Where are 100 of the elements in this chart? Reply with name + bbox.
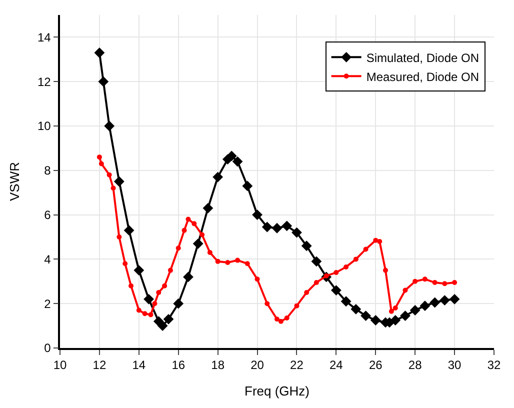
point bbox=[104, 120, 115, 132]
point bbox=[360, 310, 371, 322]
point bbox=[284, 316, 290, 321]
point bbox=[388, 308, 394, 314]
point bbox=[314, 280, 319, 286]
point bbox=[282, 220, 292, 232]
y-tick-label: 0 bbox=[44, 341, 52, 356]
point bbox=[96, 154, 102, 160]
point bbox=[370, 315, 381, 326]
point bbox=[98, 76, 109, 87]
point bbox=[294, 303, 300, 308]
point bbox=[202, 202, 214, 214]
point bbox=[192, 221, 197, 226]
point bbox=[186, 216, 191, 222]
point bbox=[122, 261, 128, 266]
point bbox=[430, 297, 440, 308]
point bbox=[244, 261, 250, 266]
point bbox=[377, 238, 382, 244]
point bbox=[278, 318, 284, 324]
point bbox=[98, 161, 104, 166]
point bbox=[353, 256, 358, 262]
point bbox=[124, 225, 134, 236]
point bbox=[274, 316, 280, 322]
point bbox=[94, 48, 105, 58]
point bbox=[363, 246, 368, 252]
legend-label: Simulated, Diode ON bbox=[366, 50, 480, 65]
point bbox=[400, 310, 410, 322]
point bbox=[148, 312, 154, 318]
point bbox=[168, 268, 173, 273]
x-tick-label: 14 bbox=[132, 358, 146, 372]
point bbox=[439, 295, 450, 306]
y-tick-label: 10 bbox=[37, 119, 52, 134]
point bbox=[144, 294, 154, 304]
point bbox=[292, 227, 302, 238]
point bbox=[301, 240, 312, 252]
point bbox=[173, 298, 184, 309]
x-tick-label: 26 bbox=[368, 358, 383, 372]
point bbox=[232, 156, 243, 167]
point bbox=[420, 300, 430, 312]
point bbox=[192, 238, 204, 249]
x-tick-label: 22 bbox=[290, 358, 304, 372]
point bbox=[207, 250, 212, 256]
point bbox=[200, 232, 205, 238]
point bbox=[176, 246, 181, 251]
y-tick-label: 6 bbox=[44, 208, 52, 222]
point bbox=[344, 264, 349, 270]
point bbox=[304, 290, 310, 295]
x-tick-label: 18 bbox=[211, 358, 225, 372]
point bbox=[116, 234, 122, 240]
y-tick-label: 12 bbox=[37, 74, 52, 89]
y-tick-label: 2 bbox=[44, 296, 52, 311]
point bbox=[182, 228, 187, 233]
point bbox=[330, 285, 342, 296]
point bbox=[383, 268, 388, 273]
point bbox=[254, 276, 260, 282]
point bbox=[157, 320, 168, 331]
point bbox=[152, 301, 158, 306]
x-tick-label: 28 bbox=[408, 358, 422, 372]
point bbox=[311, 256, 322, 267]
point bbox=[449, 294, 460, 304]
x-tick-label: 12 bbox=[92, 358, 106, 372]
point bbox=[183, 272, 194, 282]
x-tick-label: 16 bbox=[172, 358, 186, 372]
point bbox=[452, 280, 458, 286]
point bbox=[412, 278, 418, 284]
point bbox=[350, 304, 362, 314]
point bbox=[272, 222, 282, 234]
y-axis-title: VSWR bbox=[6, 162, 22, 201]
point bbox=[162, 283, 168, 288]
point bbox=[422, 276, 428, 282]
point bbox=[410, 305, 420, 316]
point bbox=[106, 172, 112, 178]
x-tick-label: 10 bbox=[53, 358, 67, 372]
point bbox=[235, 258, 240, 263]
legend-label: Measured, Diode ON bbox=[366, 70, 480, 84]
point bbox=[432, 280, 438, 286]
point bbox=[390, 315, 401, 326]
point bbox=[156, 290, 162, 295]
y-tick-label: 14 bbox=[37, 30, 52, 44]
point bbox=[142, 311, 148, 316]
point bbox=[163, 314, 174, 324]
point bbox=[262, 222, 272, 232]
point bbox=[114, 176, 124, 187]
y-tick-label: 8 bbox=[44, 164, 52, 178]
x-tick-label: 32 bbox=[487, 358, 501, 372]
point bbox=[215, 258, 220, 264]
point bbox=[442, 281, 448, 286]
point bbox=[136, 308, 142, 313]
point bbox=[242, 180, 253, 192]
point bbox=[392, 306, 398, 311]
y-tick-label: 4 bbox=[44, 252, 52, 266]
point bbox=[334, 270, 339, 276]
point bbox=[402, 288, 408, 293]
x-tick-label: 24 bbox=[330, 358, 344, 372]
x-axis-title: Freq (GHz) bbox=[244, 383, 310, 398]
point bbox=[373, 238, 378, 243]
point bbox=[110, 186, 116, 191]
point bbox=[225, 260, 230, 266]
point bbox=[212, 172, 224, 182]
point bbox=[264, 301, 270, 306]
